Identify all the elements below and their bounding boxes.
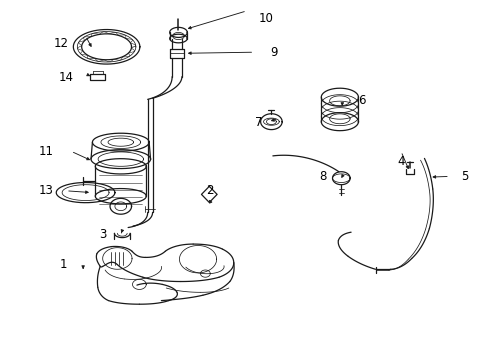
Text: 5: 5 <box>460 170 468 183</box>
Text: 6: 6 <box>357 94 365 107</box>
Text: 4: 4 <box>396 156 404 168</box>
Text: 11: 11 <box>39 145 54 158</box>
Text: 9: 9 <box>269 46 277 59</box>
Text: 13: 13 <box>39 184 54 197</box>
Text: 8: 8 <box>318 170 326 183</box>
Text: 10: 10 <box>259 12 273 24</box>
Text: 2: 2 <box>206 184 214 197</box>
Text: 7: 7 <box>255 116 263 129</box>
Text: 1: 1 <box>60 258 67 271</box>
Text: 3: 3 <box>99 228 106 240</box>
Text: 14: 14 <box>59 71 73 84</box>
Text: 12: 12 <box>54 37 68 50</box>
